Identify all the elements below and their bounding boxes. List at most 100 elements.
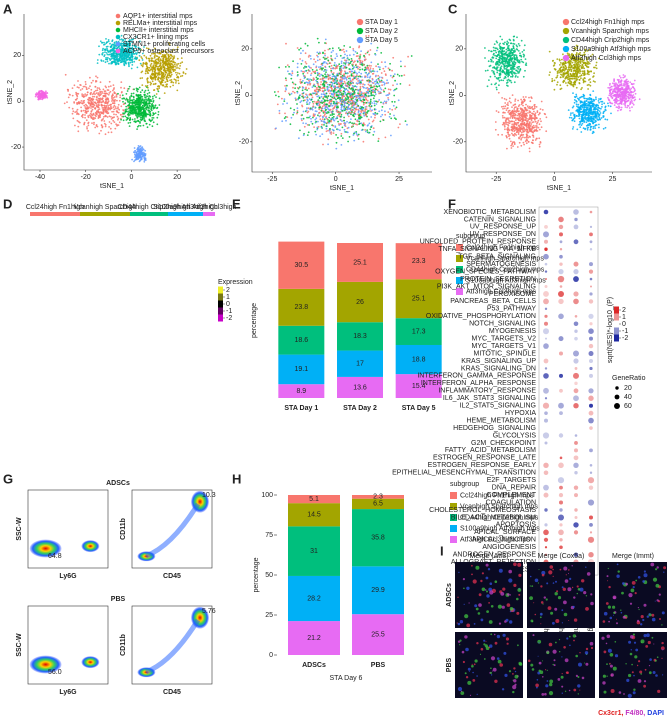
cell-dot — [152, 104, 155, 107]
cell-dot — [97, 101, 100, 104]
cell-dot — [138, 109, 141, 112]
cell-dot — [96, 95, 98, 98]
cell-dot — [161, 84, 164, 86]
cell-dot — [143, 117, 146, 119]
cell-dot — [321, 64, 324, 67]
cell-dot — [95, 75, 97, 78]
cell-dot — [81, 95, 84, 98]
cell-dot — [292, 113, 294, 116]
cell-dot — [342, 92, 345, 95]
cell-dot — [520, 55, 523, 58]
cell-dot — [508, 38, 511, 41]
cell-dot — [488, 65, 491, 68]
cell-dot — [316, 51, 319, 54]
cell-dot — [178, 67, 181, 70]
cell-dot — [122, 119, 125, 122]
cell-dot — [143, 160, 146, 163]
cell-dot — [335, 100, 338, 103]
cell-dot — [157, 73, 160, 76]
cell-dot — [319, 114, 322, 117]
y-tick-label: -20 — [11, 144, 21, 151]
cell-dot — [136, 113, 139, 116]
cell-dot — [165, 62, 168, 65]
cell-dot — [139, 158, 142, 161]
cell-dot — [164, 85, 167, 88]
cell-dot — [390, 117, 393, 120]
cell-dot — [360, 72, 363, 75]
cell-dot — [389, 74, 392, 77]
cell-dot — [352, 114, 355, 116]
cell-dot — [144, 104, 146, 107]
cell-dot — [343, 77, 346, 80]
cell-dot — [71, 94, 74, 97]
cell-dot — [158, 60, 161, 63]
cell-dot — [109, 90, 112, 93]
cell-dot — [348, 136, 351, 138]
cell-dot — [128, 99, 131, 101]
cell-dot — [284, 85, 286, 87]
panel-label: G — [3, 471, 13, 486]
cell-dot — [349, 62, 352, 64]
cell-dot — [367, 92, 370, 95]
cell-dot — [353, 71, 355, 74]
cell-dot — [162, 55, 165, 58]
cell-dot — [363, 83, 366, 86]
cell-dot — [375, 103, 378, 105]
cell-dot — [510, 49, 512, 52]
cell-dot — [120, 86, 122, 89]
cell-dot — [300, 118, 303, 120]
cell-dot — [369, 128, 372, 131]
cell-dot — [343, 100, 346, 103]
cell-dot — [155, 60, 158, 63]
legend-label: AQP1+ interstitial mps — [123, 13, 193, 20]
cell-dot — [114, 127, 117, 130]
cell-dot — [323, 118, 326, 121]
cell-dot — [157, 113, 160, 116]
legend-label: STA Day 5 — [365, 37, 398, 44]
cell-dot — [146, 104, 148, 107]
cell-dot — [165, 78, 168, 80]
cell-dot — [370, 92, 373, 95]
cell-dot — [132, 104, 134, 106]
cell-dot — [538, 137, 541, 140]
cell-dot — [143, 113, 145, 115]
cell-dot — [129, 96, 131, 98]
cell-dot — [505, 109, 508, 111]
cell-dot — [132, 96, 135, 99]
cell-dot — [136, 66, 139, 69]
cell-dot — [342, 98, 344, 101]
cell-dot — [107, 112, 109, 115]
cell-dot — [145, 98, 148, 101]
legend-label: STMN1+ proliferating cells — [123, 41, 206, 48]
cell-dot — [349, 108, 351, 110]
cell-dot — [139, 152, 142, 155]
cell-dot — [366, 99, 369, 102]
cell-dot — [136, 148, 139, 151]
cell-dot — [304, 96, 306, 98]
cell-dot — [530, 119, 533, 122]
cell-dot — [501, 38, 503, 41]
cell-dot — [317, 84, 320, 87]
cell-dot — [345, 50, 348, 52]
cell-dot — [518, 115, 521, 118]
cell-dot — [387, 98, 390, 101]
cell-dot — [334, 126, 337, 128]
cell-dot — [395, 106, 398, 109]
cell-dot — [325, 62, 328, 65]
cell-dot — [372, 82, 375, 84]
cell-dot — [315, 117, 318, 120]
cell-dot — [535, 116, 538, 119]
cell-dot — [403, 74, 406, 76]
cell-dot — [163, 62, 166, 65]
cell-dot — [292, 82, 295, 85]
cell-dot — [159, 77, 162, 80]
cell-dot — [97, 105, 100, 107]
cell-dot — [96, 62, 99, 64]
cell-dot — [154, 105, 157, 107]
cell-dot — [141, 89, 144, 92]
cell-dot — [359, 61, 362, 64]
cell-dot — [134, 118, 136, 120]
cell-dot — [152, 121, 155, 124]
cell-dot — [141, 77, 144, 79]
cell-dot — [144, 159, 147, 162]
